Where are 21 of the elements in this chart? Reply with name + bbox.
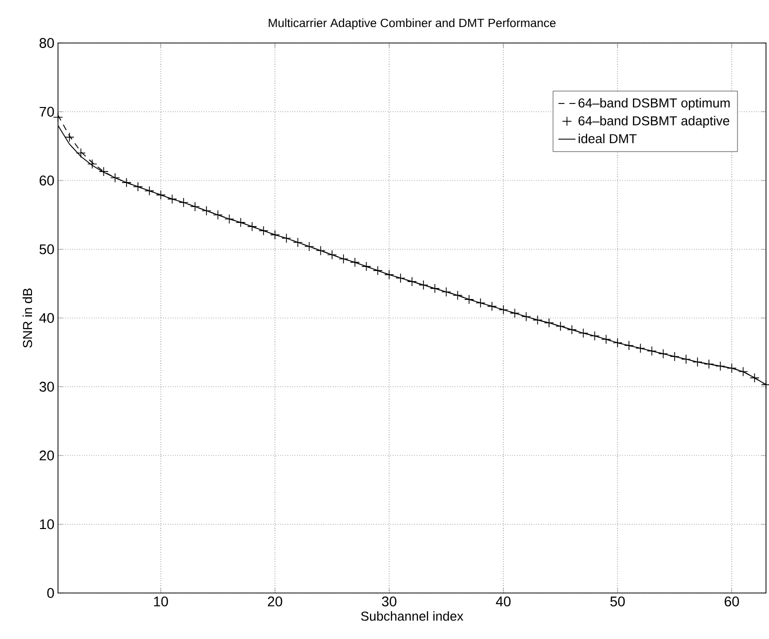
x-tick-label: 30 — [382, 596, 396, 606]
x-tick-label: 40 — [496, 596, 511, 606]
y-tick-label: 80 — [40, 38, 54, 48]
y-tick-label: 40 — [39, 313, 54, 323]
y-tick-label: 30 — [39, 382, 54, 392]
x-tick-label: 20 — [268, 596, 282, 606]
legend-label: 64–band DSBMT adaptive — [578, 116, 730, 128]
y-tick-label: 10 — [40, 519, 54, 530]
y-tick-label: 50 — [40, 244, 54, 254]
y-tick-label: 70 — [40, 106, 54, 117]
y-tick-label: 60 — [40, 176, 54, 186]
y-axis-title: SNR in dB — [22, 288, 32, 348]
x-tick-label: 60 — [724, 596, 739, 606]
x-axis-title: Subchannel index — [361, 611, 464, 621]
chart-title: Multicarrier Adaptive Combiner and DMT Performance — [268, 18, 556, 30]
y-tick-label: 0 — [47, 588, 54, 598]
legend-label: ideal DMT — [578, 134, 637, 144]
y-tick-label: 20 — [40, 450, 54, 460]
legend-label: 64–band DSBMT optimum — [578, 98, 730, 110]
x-tick-label: 50 — [610, 596, 625, 606]
x-tick-label: 10 — [154, 596, 168, 606]
